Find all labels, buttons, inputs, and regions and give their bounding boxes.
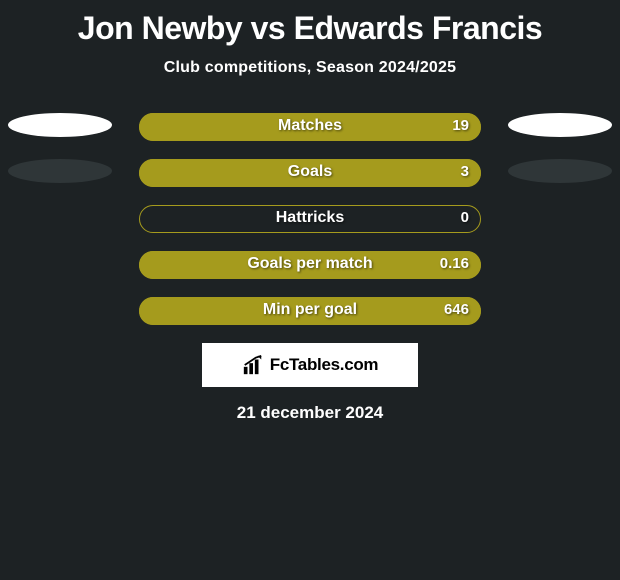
bar-chart-icon <box>242 354 264 376</box>
date-label: 21 december 2024 <box>0 403 620 423</box>
left-avatar-column <box>0 113 120 205</box>
stat-bars: Matches19 Goals3 Hattricks0 Goals per match… <box>139 113 481 325</box>
avatar-player-left-2 <box>8 159 112 183</box>
stat-row: Goals3 <box>139 159 481 187</box>
avatar-player-right-1 <box>508 113 612 137</box>
page-title: Jon Newby vs Edwards Francis <box>0 0 620 47</box>
stat-row: Min per goal646 <box>139 297 481 325</box>
brand-text: FcTables.com <box>270 355 379 375</box>
stat-row: Hattricks0 <box>139 205 481 233</box>
brand-badge: FcTables.com <box>202 343 418 387</box>
stat-row: Matches19 <box>139 113 481 141</box>
avatar-player-right-2 <box>508 159 612 183</box>
bar-fill <box>139 297 481 325</box>
subtitle: Club competitions, Season 2024/2025 <box>0 59 620 77</box>
stats-chart: Matches19 Goals3 Hattricks0 Goals per match… <box>0 113 620 325</box>
bar-fill <box>139 251 481 279</box>
bar-fill <box>139 113 481 141</box>
avatar-player-left-1 <box>8 113 112 137</box>
right-avatar-column <box>500 113 620 205</box>
stat-row: Goals per match0.16 <box>139 251 481 279</box>
bar-fill <box>139 159 481 187</box>
bar-track <box>139 205 481 233</box>
